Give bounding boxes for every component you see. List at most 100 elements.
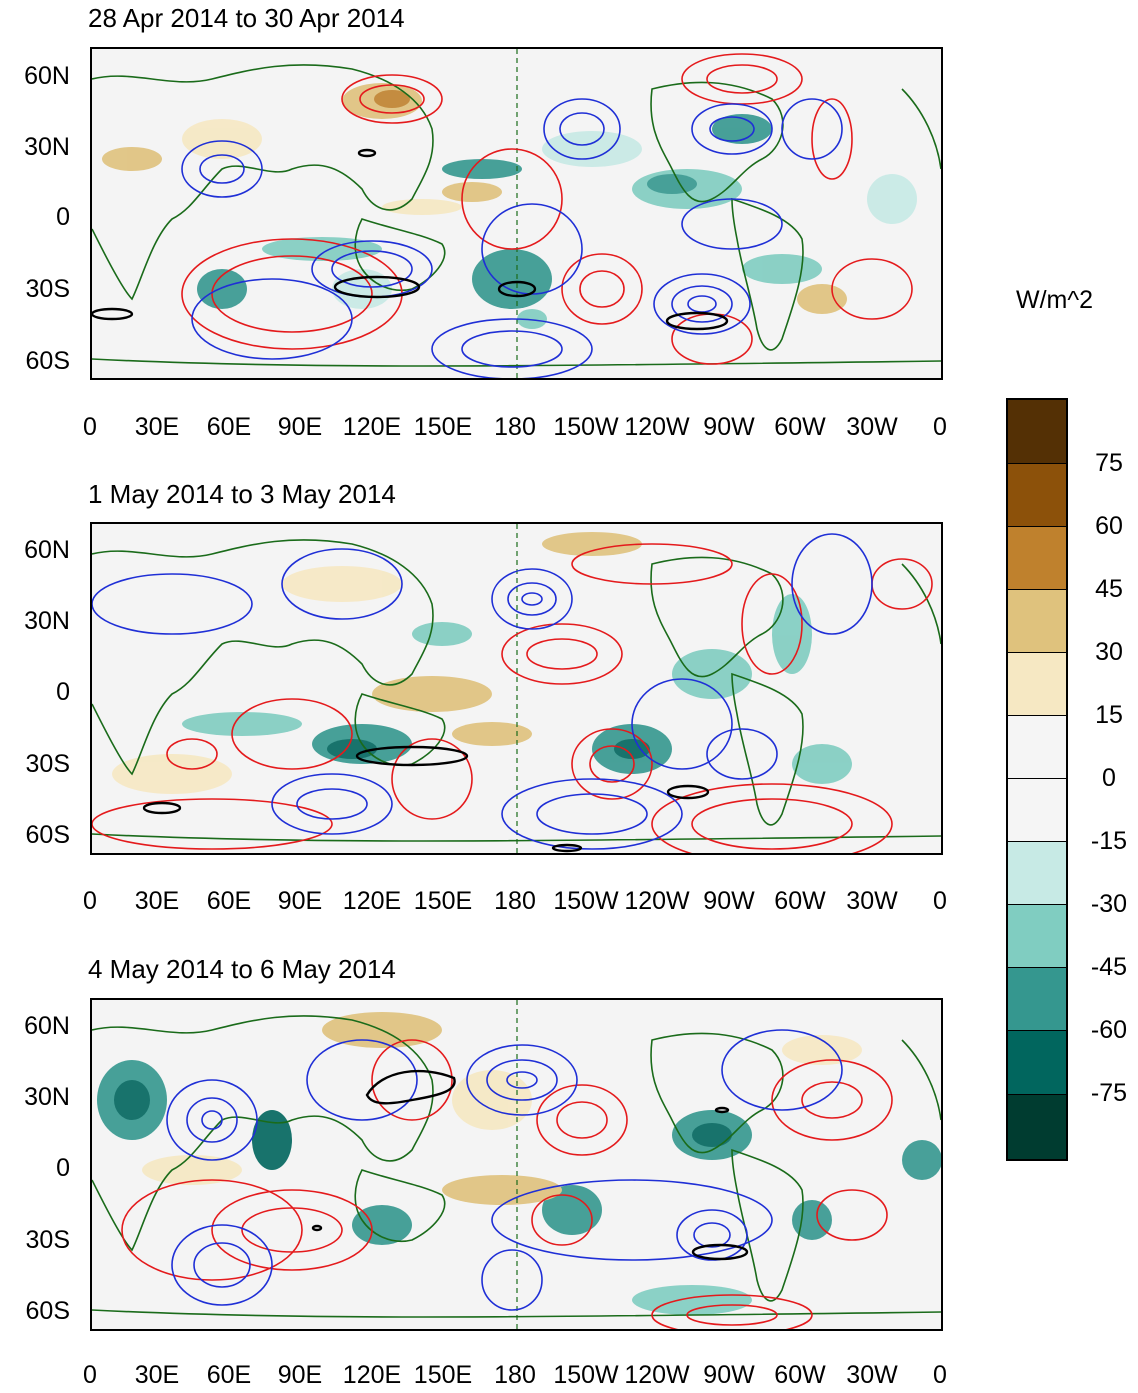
- colorbar-box: [1008, 527, 1066, 590]
- x-label: 150E: [413, 413, 473, 441]
- negative-contours: [92, 533, 873, 850]
- x-label: 60W: [774, 413, 826, 441]
- x-label: 90E: [277, 887, 323, 915]
- map-panel-2: 1 May 2014 to 3 May 2014: [0, 476, 970, 926]
- y-label-30N: 30N: [24, 1083, 70, 1111]
- x-label: 0: [83, 413, 97, 441]
- x-label: 150W: [553, 887, 619, 915]
- x-label: 150W: [553, 413, 619, 441]
- y-label-30S: 30S: [25, 1226, 70, 1254]
- x-label: 30E: [134, 887, 180, 915]
- map-panel-1: 28 Apr 2014 to 30 Apr 2014: [0, 0, 970, 450]
- x-label: 0: [933, 1361, 947, 1389]
- shading: [112, 532, 852, 794]
- negative-contours: [181, 98, 843, 378]
- x-label: 120E: [342, 887, 402, 915]
- shading: [97, 1012, 941, 1315]
- y-label-60S: 60S: [25, 1297, 70, 1325]
- colorbar-label: 30: [1095, 638, 1123, 666]
- anomaly-map: [92, 524, 941, 853]
- panel-title: 1 May 2014 to 3 May 2014: [88, 479, 396, 509]
- x-label: 0: [933, 413, 947, 441]
- y-label-60S: 60S: [25, 347, 70, 375]
- colorbar-label: -30: [1090, 890, 1128, 918]
- colorbar-box: [1008, 968, 1066, 1031]
- x-label: 30W: [846, 1361, 898, 1389]
- negative-contours: [166, 1029, 843, 1311]
- x-label: 0: [83, 887, 97, 915]
- panel-title: 28 Apr 2014 to 30 Apr 2014: [88, 3, 405, 33]
- x-label: 30E: [134, 413, 180, 441]
- colorbar-label: 0: [1102, 764, 1116, 792]
- colorbar-box: [1008, 400, 1066, 464]
- x-label: 120E: [342, 413, 402, 441]
- y-label-30S: 30S: [25, 275, 70, 303]
- x-label: 90W: [703, 1361, 755, 1389]
- panel-title: 4 May 2014 to 6 May 2014: [88, 954, 396, 984]
- x-label: 180: [494, 887, 536, 915]
- x-label: 120W: [624, 887, 690, 915]
- y-label-0: 0: [56, 203, 70, 231]
- positive-contours: [181, 53, 913, 365]
- colorbar: [1006, 398, 1068, 1161]
- x-label: 0: [933, 887, 947, 915]
- shading: [102, 83, 917, 329]
- y-label-30N: 30N: [24, 133, 70, 161]
- x-label: 60E: [206, 887, 252, 915]
- colorbar-box: [1008, 653, 1066, 716]
- colorbar-label: -45: [1090, 953, 1128, 981]
- x-label: 90E: [277, 413, 323, 441]
- x-label: 120W: [624, 1361, 690, 1389]
- colorbar-box: [1008, 464, 1066, 527]
- y-label-0: 0: [56, 678, 70, 706]
- colorbar-label: 15: [1095, 701, 1123, 729]
- colorbar-label: -60: [1090, 1016, 1128, 1044]
- x-label: 180: [494, 413, 536, 441]
- positive-contours: [92, 543, 933, 853]
- colorbar-box: [1008, 716, 1066, 779]
- y-label-30N: 30N: [24, 607, 70, 635]
- colorbar-label: 45: [1095, 575, 1123, 603]
- colorbar-label: -15: [1090, 827, 1128, 855]
- coastlines: [92, 64, 941, 367]
- x-label: 120W: [624, 413, 690, 441]
- anomaly-map: [92, 1000, 941, 1329]
- x-label: 120E: [342, 1361, 402, 1389]
- colorbar-box: [1008, 590, 1066, 653]
- x-label: 30W: [846, 887, 898, 915]
- map-area: [90, 522, 943, 855]
- colorbar-box: [1008, 1031, 1066, 1095]
- x-label: 60W: [774, 887, 826, 915]
- colorbar-label: 60: [1095, 512, 1123, 540]
- significance-contours: [92, 148, 729, 331]
- colorbar-box: [1008, 1095, 1066, 1159]
- x-label: 150E: [413, 1361, 473, 1389]
- map-panel-3: 4 May 2014 to 6 May 2014: [0, 951, 970, 1393]
- y-label-60N: 60N: [24, 536, 70, 564]
- x-label: 60E: [206, 413, 252, 441]
- x-label: 90W: [703, 887, 755, 915]
- map-area: [90, 998, 943, 1331]
- x-label: 90W: [703, 413, 755, 441]
- y-label-60N: 60N: [24, 1012, 70, 1040]
- significance-contours: [142, 745, 710, 853]
- anomaly-map: [92, 49, 941, 378]
- colorbar-box: [1008, 779, 1066, 842]
- significance-contours: [311, 1069, 749, 1261]
- x-label: 180: [494, 1361, 536, 1389]
- colorbar-box: [1008, 905, 1066, 968]
- y-label-60S: 60S: [25, 821, 70, 849]
- y-label-30S: 30S: [25, 750, 70, 778]
- x-label: 150E: [413, 887, 473, 915]
- x-label: 60W: [774, 1361, 826, 1389]
- x-label: 30W: [846, 413, 898, 441]
- units-label: W/m^2: [1016, 286, 1094, 314]
- x-label: 30E: [134, 1361, 180, 1389]
- x-label: 60E: [206, 1361, 252, 1389]
- x-label: 150W: [553, 1361, 619, 1389]
- x-label: 0: [83, 1361, 97, 1389]
- y-label-60N: 60N: [24, 62, 70, 90]
- x-label: 90E: [277, 1361, 323, 1389]
- colorbar-label: 75: [1095, 449, 1123, 477]
- y-label-0: 0: [56, 1154, 70, 1182]
